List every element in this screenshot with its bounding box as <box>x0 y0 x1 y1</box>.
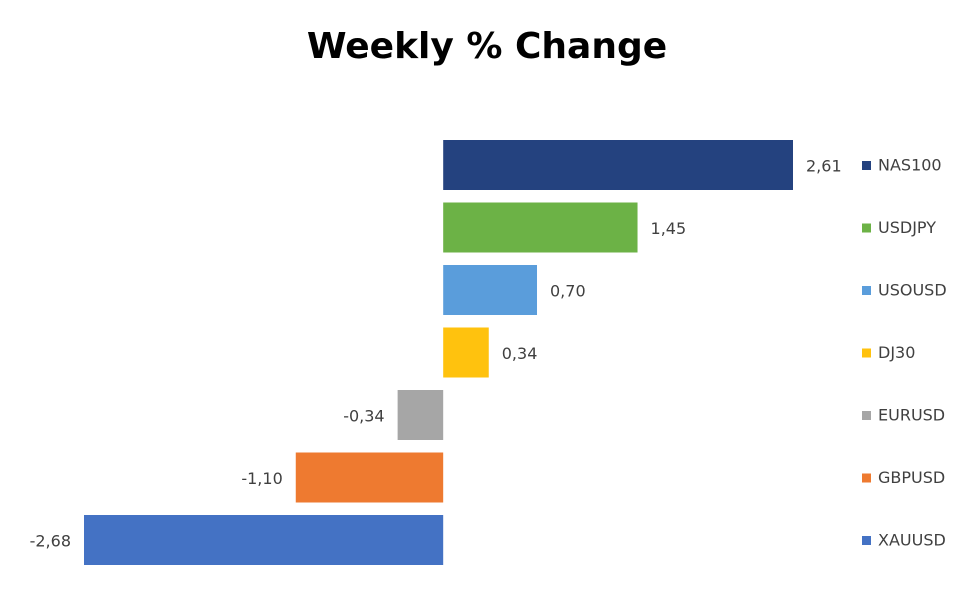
legend-swatch <box>862 161 871 170</box>
legend-swatch <box>862 411 871 420</box>
value-label: -2,68 <box>30 532 71 551</box>
value-label: 0,34 <box>502 344 538 363</box>
legend-label: GBPUSD <box>878 468 945 487</box>
legend-swatch <box>862 473 871 483</box>
value-label: 1,45 <box>651 219 687 238</box>
legend-swatch <box>862 348 871 358</box>
legend-label: XAUUSD <box>878 531 946 550</box>
bar <box>295 452 444 503</box>
legend-label: NAS100 <box>878 156 942 175</box>
value-label: -1,10 <box>241 469 282 488</box>
legend-label: EURUSD <box>878 406 945 425</box>
chart-title: Weekly % Change <box>307 26 667 67</box>
bar <box>397 390 444 440</box>
value-label: -0,34 <box>343 407 384 426</box>
bar <box>443 327 489 378</box>
legend-swatch <box>862 536 871 545</box>
bar <box>84 515 444 565</box>
bar <box>443 140 793 190</box>
legend-swatch <box>862 286 871 295</box>
legend-label: USDJPY <box>878 218 936 237</box>
value-label: 2,61 <box>806 157 842 176</box>
bar <box>443 202 638 253</box>
legend-label: DJ30 <box>878 343 915 362</box>
legend-label: USOUSD <box>878 281 947 300</box>
bar <box>443 265 538 315</box>
value-label: 0,70 <box>550 282 586 301</box>
legend-swatch <box>862 223 871 233</box>
